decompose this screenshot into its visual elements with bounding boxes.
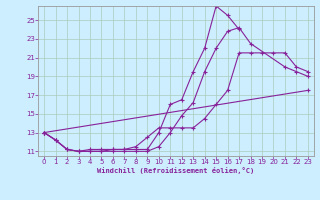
X-axis label: Windchill (Refroidissement éolien,°C): Windchill (Refroidissement éolien,°C)	[97, 167, 255, 174]
